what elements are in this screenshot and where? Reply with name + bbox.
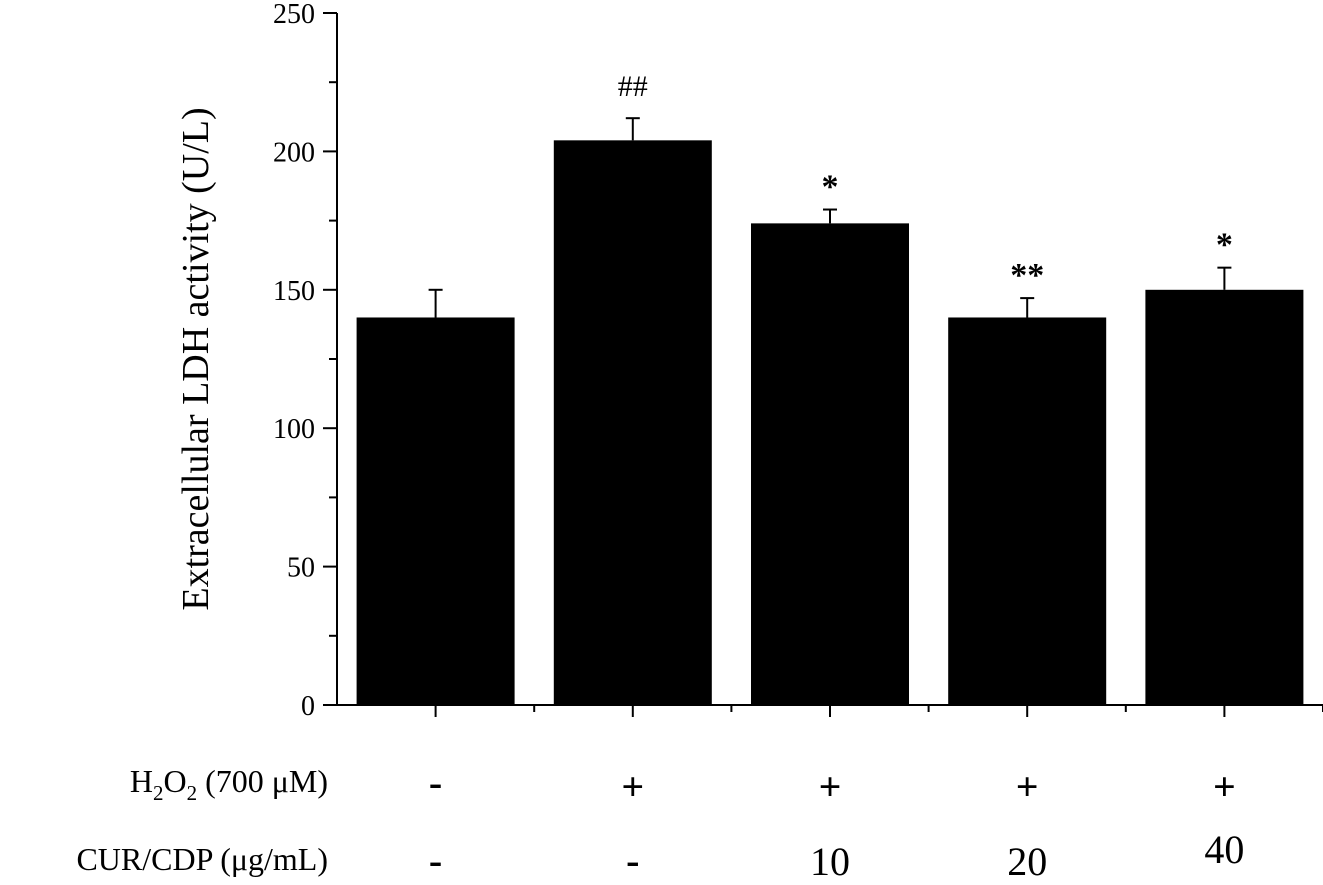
condition-label-part: H	[130, 763, 153, 799]
condition-label-part: (700 μM)	[197, 763, 328, 799]
condition-row-label: H2O2 (700 μM)	[130, 763, 328, 805]
y-tick-label: 100	[273, 414, 315, 445]
condition-value: 10	[810, 839, 850, 884]
condition-value: +	[1213, 764, 1236, 809]
condition-value: -	[429, 838, 442, 883]
bar	[553, 140, 712, 705]
bar	[356, 317, 515, 705]
condition-label-part: 2	[187, 781, 198, 805]
y-tick-label: 150	[273, 276, 315, 307]
condition-label-part: 2	[153, 781, 164, 805]
y-axis-label: Extracellular LDH activity (U/L)	[175, 107, 217, 610]
bar	[1145, 289, 1304, 705]
bar	[751, 223, 909, 706]
condition-value: +	[621, 764, 644, 809]
condition-value: -	[626, 838, 639, 883]
condition-value: +	[1016, 764, 1039, 809]
y-tick-label: 50	[287, 553, 315, 584]
bars	[356, 117, 1304, 706]
y-tick-label: 0	[301, 691, 315, 722]
condition-value: 20	[1007, 839, 1047, 884]
condition-label-part: CUR/CDP (μg/mL)	[76, 841, 328, 877]
condition-value: +	[819, 764, 842, 809]
labels: 0 50 100 150 200 250 Extracellular LDH activit…	[76, 0, 1244, 884]
condition-label-part: O	[163, 763, 186, 799]
bar	[948, 317, 1107, 705]
condition-value: -	[429, 760, 442, 805]
significance-label: *	[1216, 227, 1233, 264]
significance-label: ##	[618, 70, 648, 103]
condition-row-label: CUR/CDP (μg/mL)	[76, 841, 328, 877]
significance-label: **	[1010, 257, 1044, 294]
y-tick-label: 200	[273, 137, 315, 168]
condition-value: 40	[1204, 827, 1244, 872]
significance-label: *	[822, 169, 839, 206]
y-tick-label: 250	[273, 0, 315, 30]
